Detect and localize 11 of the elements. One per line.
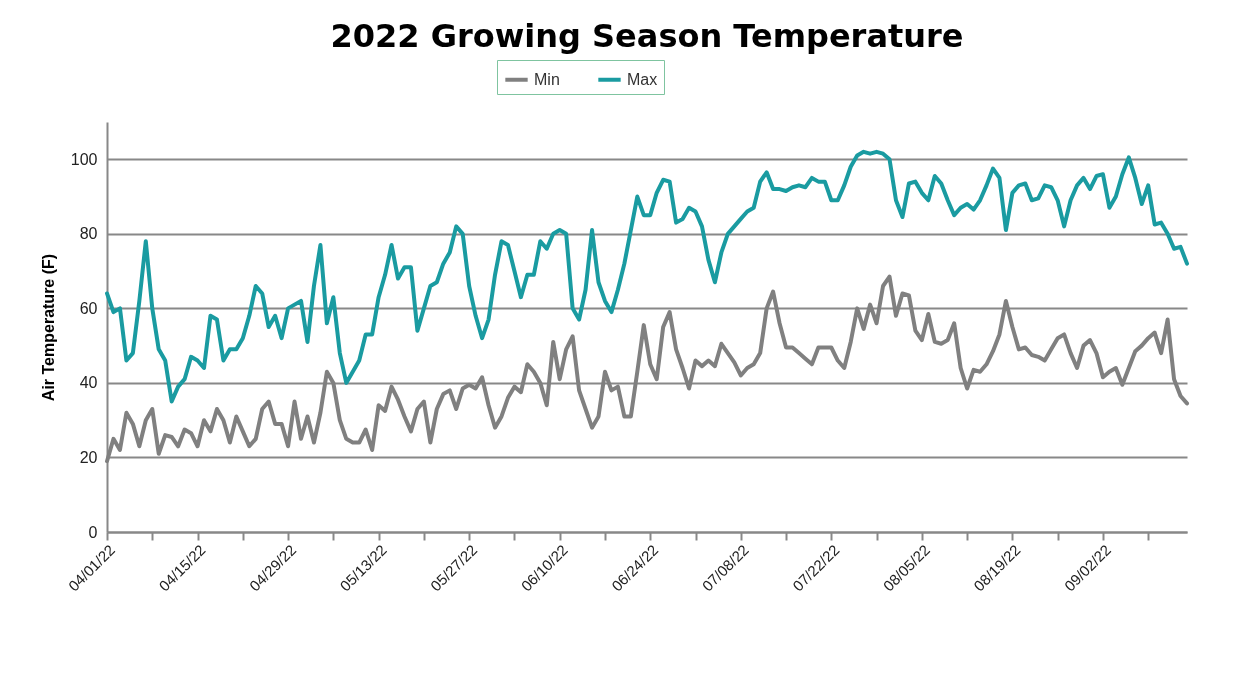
line-series	[105, 149, 1189, 404]
y-tick-label: 80	[79, 225, 98, 243]
legend-label: Max	[627, 70, 658, 88]
y-tick-label: 0	[88, 523, 98, 541]
y-tick-label: 100	[70, 150, 98, 168]
y-axis-title: Air Temperature (F)	[39, 253, 57, 402]
y-tick-label: 20	[79, 448, 98, 466]
chart-title: 2022 Growing Season Temperature	[330, 16, 964, 55]
y-tick-label: 60	[79, 299, 98, 317]
y-tick-label: 40	[79, 374, 98, 392]
legend-label: Min	[534, 70, 560, 88]
